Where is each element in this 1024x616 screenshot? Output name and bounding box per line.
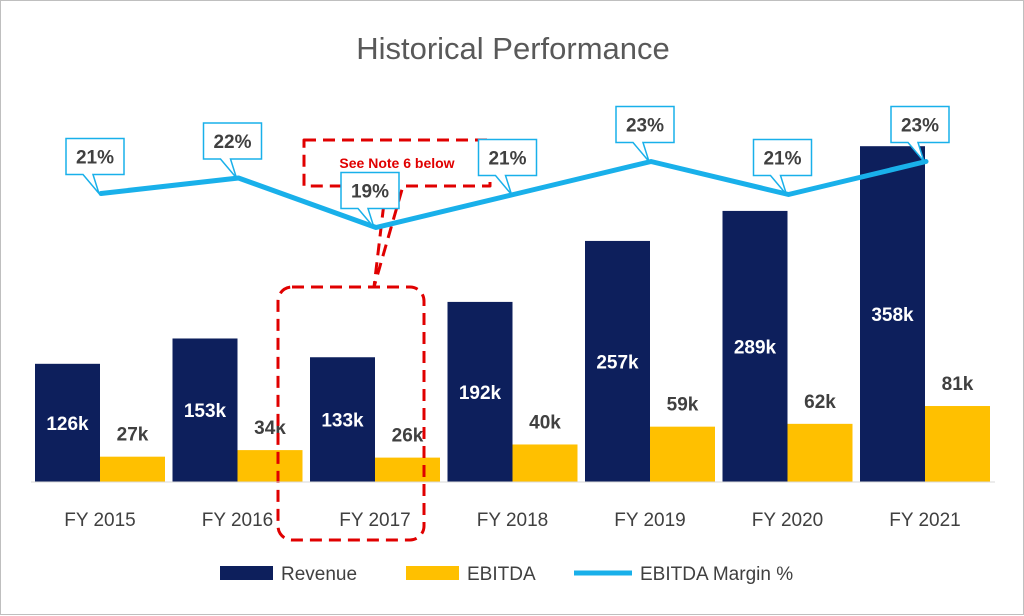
ebitda-margin-line: [98, 159, 929, 230]
margin-callout-fy-2018: [477, 138, 538, 195]
revenue-bar-fy-2015: [35, 363, 100, 482]
note-text: See Note 6 below: [339, 155, 454, 171]
margin-callout-fy-2020: [752, 138, 813, 195]
category-label-fy-2019: FY 2019: [614, 510, 685, 531]
margin-callout-fy-2019: [615, 105, 675, 162]
margin-label-fy-2021: 23%: [901, 116, 939, 137]
margin-label-fy-2020: 21%: [763, 149, 801, 170]
category-label-fy-2018: FY 2018: [477, 510, 548, 531]
margin-label-fy-2019: 23%: [626, 116, 664, 137]
margin-label-fy-2015: 21%: [76, 148, 114, 169]
legend: Revenue EBITDA EBITDA Margin %: [220, 564, 793, 585]
revenue-bar-fy-2016: [172, 338, 238, 482]
ebitda-bar-fy-2015: [100, 456, 165, 482]
bars-group: 126k 27k 153k 34k 133k 26k 192k 40k 257k 59k 289k 6…: [35, 146, 990, 483]
ebitda-bar-fy-2021: [925, 406, 990, 482]
legend-swatch-ebitda: [406, 566, 459, 580]
ebitda-bar-fy-2018: [512, 444, 578, 482]
ebitda-label-fy-2018: 40k: [529, 412, 561, 433]
ebitda-bar-fy-2020: [787, 423, 853, 482]
ebitda-label-fy-2016: 34k: [254, 418, 286, 439]
category-label-fy-2020: FY 2020: [752, 510, 823, 531]
legend-label-ebitda-margin: EBITDA Margin %: [640, 564, 793, 585]
margin-label-fy-2016: 22%: [213, 132, 251, 153]
revenue-label-fy-2018: 192k: [459, 383, 502, 404]
legend-label-ebitda: EBITDA: [467, 564, 536, 585]
margin-callout-fy-2017: [340, 171, 400, 228]
ebitda-bar-fy-2016: [237, 450, 303, 482]
chart-title: Historical Performance: [356, 31, 670, 66]
ebitda-label-fy-2021: 81k: [942, 374, 974, 395]
revenue-label-fy-2015: 126k: [46, 414, 89, 435]
highlight-box: [276, 285, 426, 542]
revenue-bar-fy-2019: [585, 240, 650, 482]
category-label-fy-2017: FY 2017: [339, 510, 410, 531]
legend-swatch-revenue: [220, 566, 273, 580]
margin-callout-fy-2016: [202, 122, 263, 179]
revenue-bar-fy-2020: [722, 210, 788, 482]
ebitda-label-fy-2020: 62k: [804, 392, 836, 413]
ebitda-label-fy-2015: 27k: [117, 425, 149, 446]
x-axis: FY 2015 FY 2016 FY 2017 FY 2018 FY 2019 FY 20…: [31, 481, 995, 531]
revenue-label-fy-2017: 133k: [321, 411, 364, 432]
revenue-bar-fy-2018: [447, 301, 513, 482]
ebitda-label-fy-2017: 26k: [392, 426, 424, 447]
ebitda-bar-fy-2017: [375, 457, 440, 482]
revenue-label-fy-2016: 153k: [184, 401, 227, 422]
revenue-label-fy-2019: 257k: [596, 352, 639, 373]
category-label-fy-2016: FY 2016: [202, 510, 273, 531]
category-label-fy-2015: FY 2015: [64, 510, 135, 531]
margin-callout-fy-2015: [65, 137, 125, 194]
category-label-fy-2021: FY 2021: [889, 510, 960, 531]
margin-label-fy-2018: 21%: [488, 149, 526, 170]
legend-label-revenue: Revenue: [281, 564, 357, 585]
revenue-label-fy-2021: 358k: [871, 305, 914, 326]
margin-label-fy-2017: 19%: [351, 182, 389, 203]
ebitda-label-fy-2019: 59k: [667, 395, 699, 416]
revenue-bar-fy-2021: [860, 146, 925, 483]
margin-line-group: 21% 22% 19% 21% 23% 21% 23%: [65, 105, 950, 230]
margin-callout-fy-2021: [890, 105, 950, 162]
revenue-bar-fy-2017: [310, 357, 375, 482]
ebitda-bar-fy-2019: [650, 426, 715, 482]
revenue-label-fy-2020: 289k: [734, 337, 777, 358]
